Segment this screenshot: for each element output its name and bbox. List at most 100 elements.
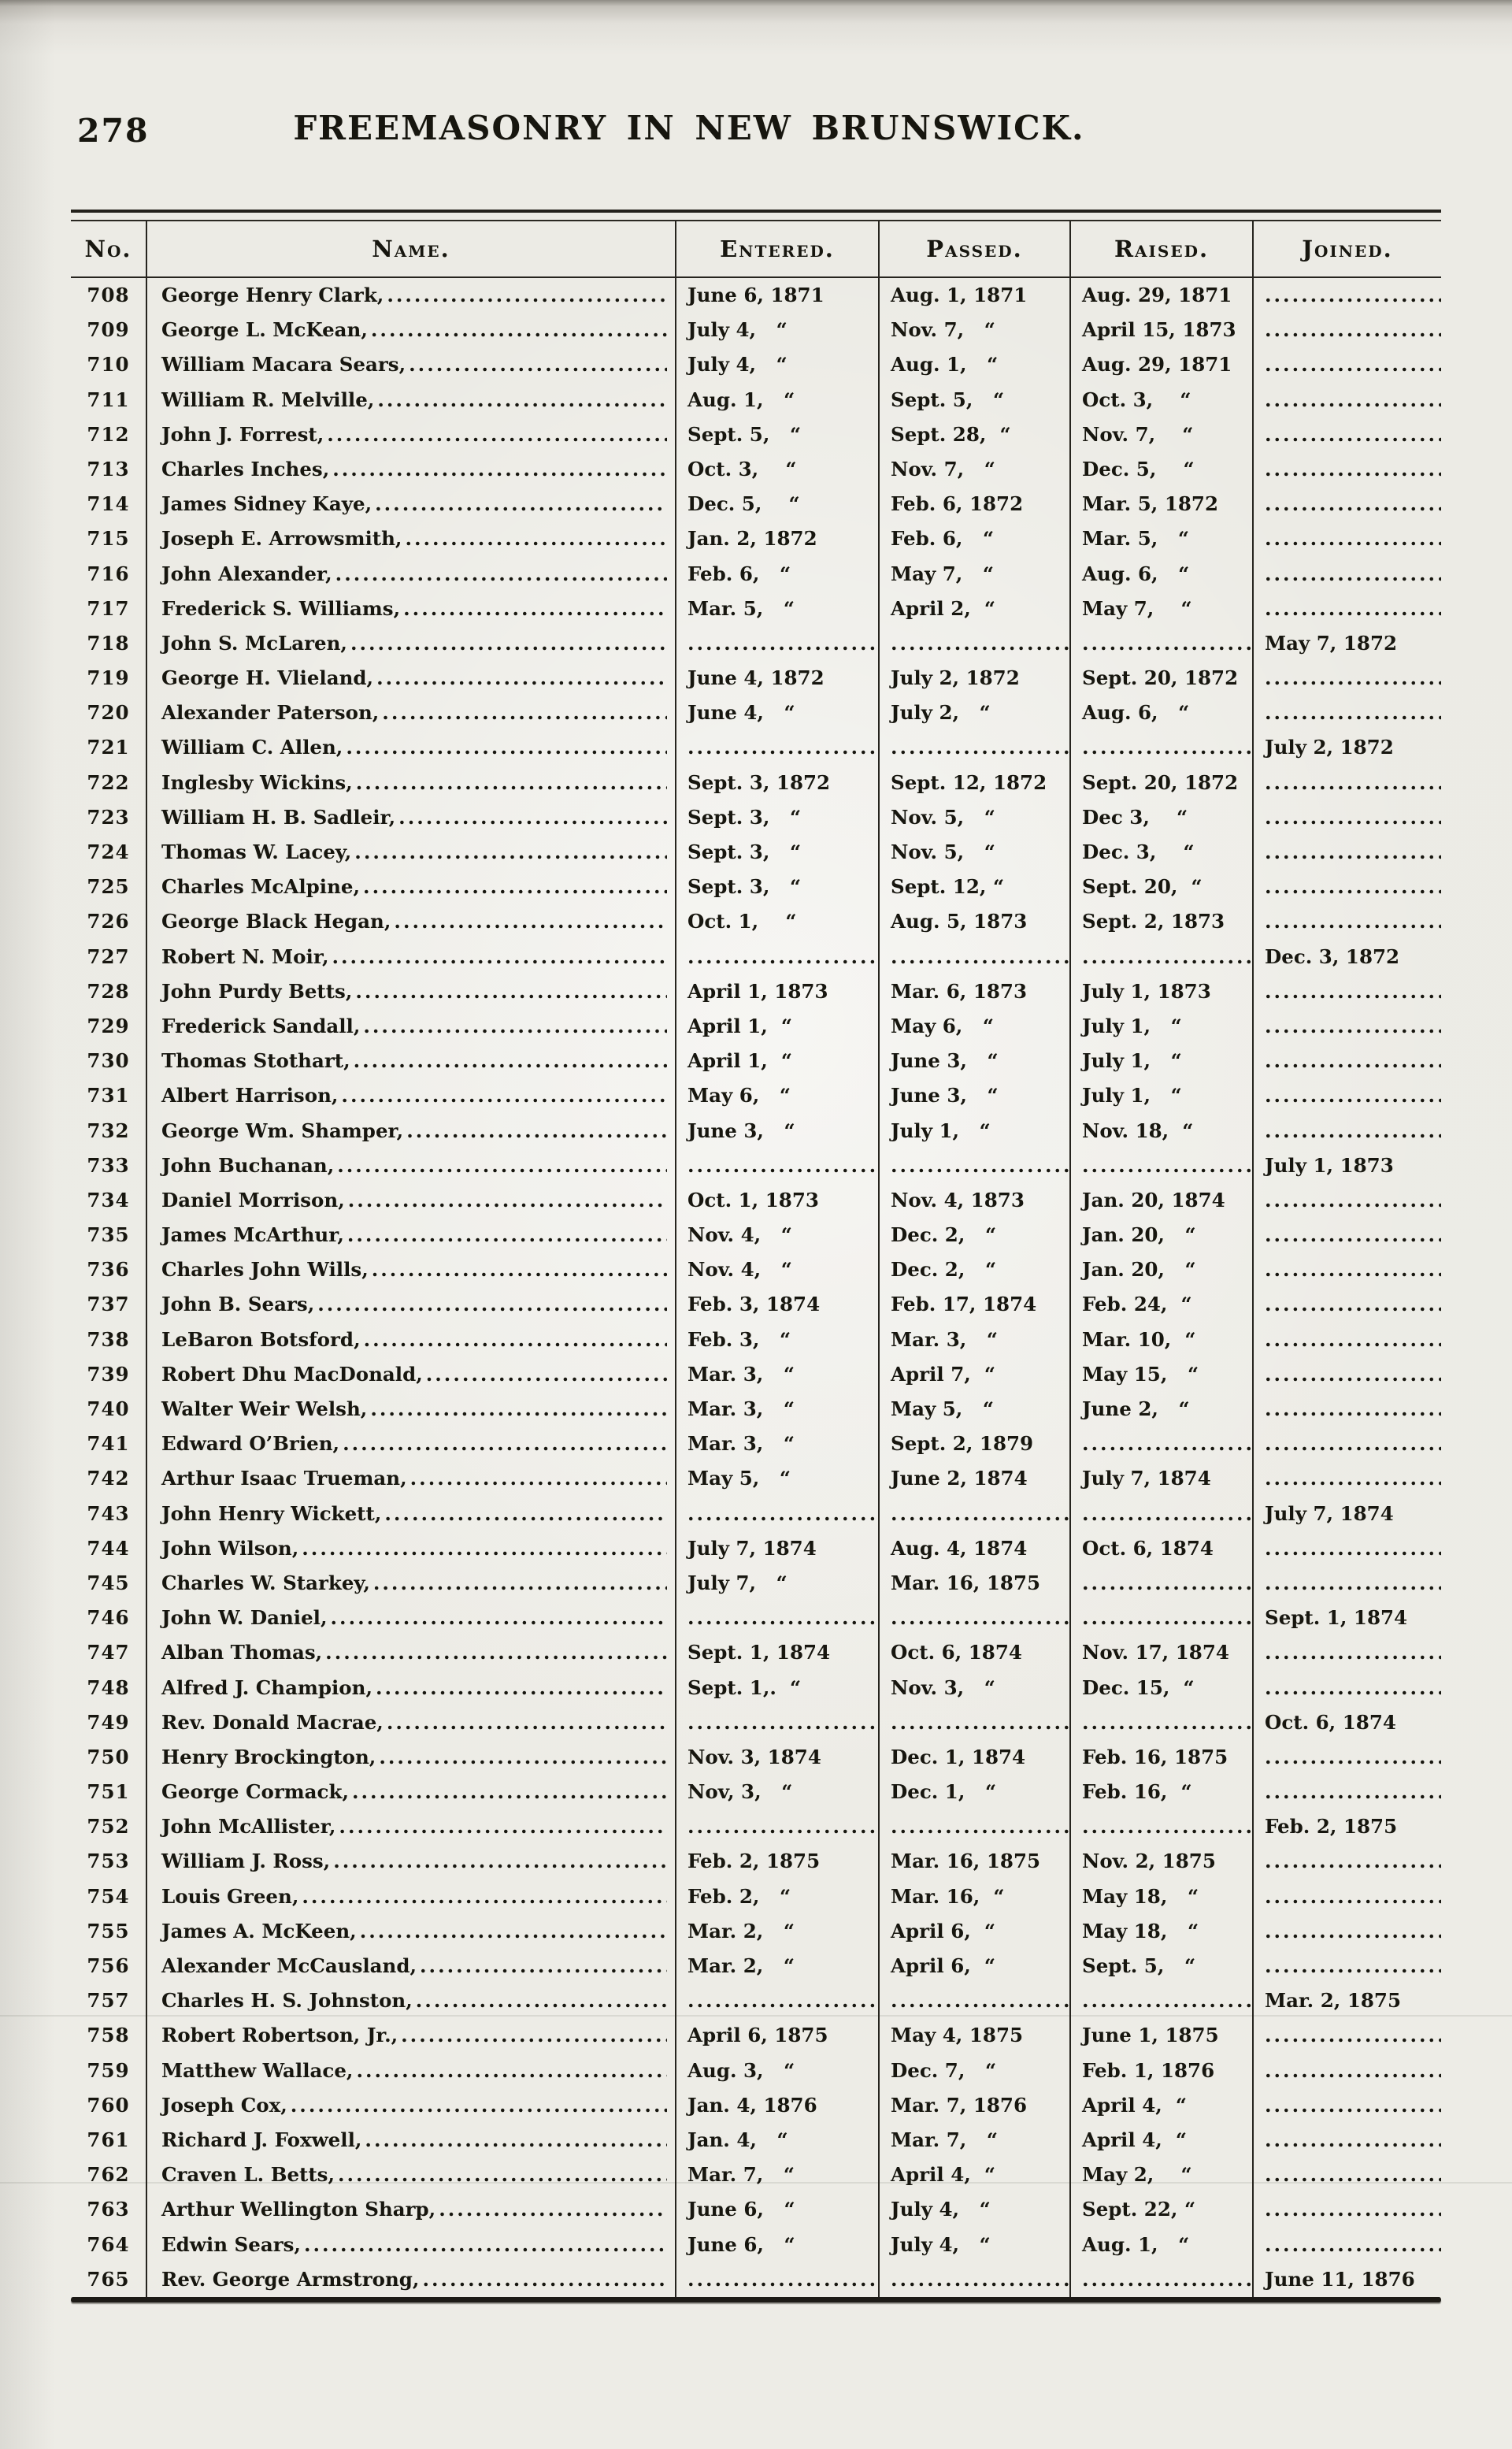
dot-leader: [356, 766, 667, 800]
row-no: 747: [87, 1641, 130, 1664]
row-joined: [1252, 2192, 1441, 2228]
row-name: John Buchanan,: [161, 1153, 335, 1177]
row-name: Daniel Morrison,: [161, 1188, 345, 1212]
row-name-cell: Daniel Morrison,: [146, 1182, 675, 1219]
dot-leader: [363, 1009, 667, 1044]
row-passed: Sept. 5, “: [878, 382, 1069, 417]
row-no: 742: [87, 1467, 130, 1490]
row-entered: Sept. 3, “: [675, 835, 878, 870]
row-no: 711: [87, 388, 130, 411]
row-no: 727: [87, 944, 130, 968]
row-raised: Mar. 10, “: [1069, 1322, 1252, 1357]
row-no: 749: [87, 1710, 130, 1734]
row-name-cell: William Macara Sears,: [146, 347, 675, 383]
row-no: 748: [87, 1675, 130, 1699]
row-no: 713: [87, 457, 130, 481]
row-raised: Sept. 20, “: [1069, 870, 1252, 905]
row-entered: Mar. 2, “: [675, 1913, 878, 1949]
row-raised: Sept. 20, 1872: [1069, 765, 1252, 800]
row-entered: [675, 2262, 878, 2297]
row-name: Charles John Wills,: [161, 1258, 369, 1282]
row-no: 728: [87, 979, 130, 1003]
row-name: William C. Allen,: [161, 736, 343, 759]
row-name-cell: Arthur Isaac Trueman,: [146, 1461, 675, 1497]
dot-leader: [347, 1218, 667, 1252]
row-joined: [1252, 1078, 1441, 1114]
row-passed: Dec. 1, “: [878, 1775, 1069, 1810]
row-entered: April 6, 1875: [675, 2018, 878, 2054]
row-no: 746: [87, 1606, 130, 1630]
row-joined: Feb. 2, 1875: [1252, 1809, 1441, 1845]
row-raised: July 1, 1873: [1069, 974, 1252, 1009]
row-name: William H. B. Sadleir,: [161, 805, 396, 829]
row-joined: [1252, 1287, 1441, 1323]
row-joined: Dec. 3, 1872: [1252, 939, 1441, 974]
row-name-cell: Thomas Stothart,: [146, 1044, 675, 1079]
table-row: 750 Henry Brockington, Nov. 3, 1874 Dec.…: [71, 1739, 1441, 1776]
row-no: 709: [87, 318, 130, 342]
row-passed: Nov. 5, “: [878, 800, 1069, 835]
row-name: Alfred J. Champion,: [161, 1675, 372, 1699]
row-entered: Feb. 3, “: [675, 1322, 878, 1357]
table-row: 725 Charles McAlpine, Sept. 3, “ Sept. 1…: [71, 870, 1441, 905]
table-row: 747 Alban Thomas, Sept. 1, 1874 Oct. 6, …: [71, 1635, 1441, 1671]
row-entered: June 6, “: [675, 2227, 878, 2262]
row-name-cell: Edwin Sears,: [146, 2227, 675, 2262]
table-row: 762 Craven L. Betts, Mar. 7, “ April 4, …: [71, 2158, 1441, 2193]
row-name: George Henry Clark,: [161, 284, 384, 306]
row-joined: [1252, 1739, 1441, 1776]
row-raised: Oct. 6, 1874: [1069, 1531, 1252, 1566]
row-passed: Mar. 6, 1873: [878, 974, 1069, 1009]
row-no: 735: [87, 1223, 130, 1247]
row-no: 763: [87, 2198, 130, 2221]
table-row: 720 Alexander Paterson, June 4, “ July 2…: [71, 696, 1441, 731]
row-raised: Nov. 18, “: [1069, 1113, 1252, 1148]
row-no: 765: [87, 2267, 130, 2291]
row-raised: [1069, 625, 1252, 662]
row-raised: Aug. 6, “: [1069, 696, 1252, 731]
row-entered: [675, 1496, 878, 1531]
table-row: 753 William J. Ross, Feb. 2, 1875 Mar. 1…: [71, 1844, 1441, 1879]
row-name: William R. Melville,: [161, 388, 375, 411]
row-no: 732: [87, 1119, 130, 1142]
row-joined: [1252, 1182, 1441, 1219]
row-no: 729: [87, 1014, 130, 1037]
row-entered: April 1, 1873: [675, 974, 878, 1009]
table-row: 715 Joseph E. Arrowsmith, Jan. 2, 1872 F…: [71, 521, 1441, 557]
dot-leader: [406, 1114, 667, 1148]
row-name-cell: James McArthur,: [146, 1218, 675, 1253]
row-no: 722: [87, 770, 130, 794]
table-row: 722 Inglesby Wickins, Sept. 3, 1872 Sept…: [71, 765, 1441, 800]
row-name: John W. Daniel,: [161, 1606, 328, 1630]
row-raised: May 7, “: [1069, 591, 1252, 626]
dot-leader: [371, 313, 667, 347]
row-raised: July 7, 1874: [1069, 1461, 1252, 1497]
row-no: 744: [87, 1536, 130, 1560]
row-name-cell: John Wilson,: [146, 1531, 675, 1566]
row-name: George L. McKean,: [161, 318, 368, 342]
row-name-cell: George Henry Clark,: [146, 278, 675, 314]
row-entered: July 4, “: [675, 313, 878, 348]
row-passed: Feb. 17, 1874: [878, 1287, 1069, 1323]
row-name: Charles W. Starkey,: [161, 1571, 370, 1594]
row-name: Alban Thomas,: [161, 1641, 323, 1664]
row-joined: [1252, 1775, 1441, 1810]
row-name: Charles McAlpine,: [161, 875, 361, 899]
row-joined: [1252, 1635, 1441, 1671]
dot-leader: [346, 730, 667, 765]
dot-leader: [384, 1497, 667, 1531]
row-passed: Nov. 5, “: [878, 835, 1069, 870]
dot-leader: [331, 1601, 667, 1635]
row-name: George Wm. Shamper,: [161, 1119, 404, 1142]
row-passed: April 7, “: [878, 1356, 1069, 1392]
row-no: 736: [87, 1258, 130, 1282]
row-passed: July 1, “: [878, 1113, 1069, 1148]
row-raised: Dec. 5, “: [1069, 451, 1252, 488]
dot-leader: [376, 1671, 667, 1705]
row-passed: July 4, “: [878, 2192, 1069, 2228]
row-raised: Nov. 17, 1874: [1069, 1635, 1252, 1671]
table-row: 734 Daniel Morrison, Oct. 1, 1873 Nov. 4…: [71, 1182, 1441, 1219]
dot-leader: [332, 940, 668, 974]
dot-leader: [325, 1635, 667, 1670]
row-joined: [1252, 556, 1441, 592]
